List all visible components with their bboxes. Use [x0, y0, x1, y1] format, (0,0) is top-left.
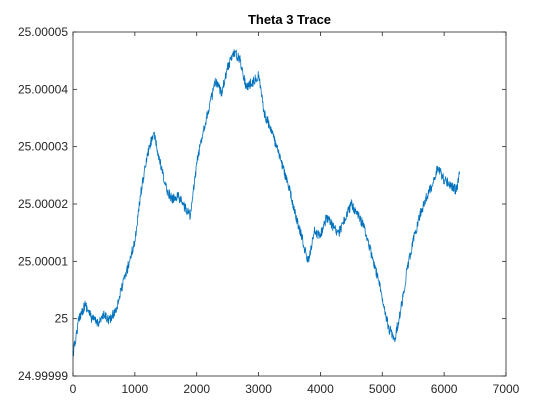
x-tick-label: 0 [70, 382, 77, 396]
y-tick-label: 25 [55, 312, 69, 326]
x-tick-label: 4000 [307, 382, 334, 396]
y-tick-label: 25.00001 [18, 254, 68, 268]
x-tick-label: 6000 [431, 382, 458, 396]
y-tick-label: 25.00005 [18, 25, 68, 39]
y-tick-label: 24.99999 [18, 369, 68, 383]
x-axis: 0 1000 2000 3000 4000 5000 6000 7000 [70, 32, 520, 396]
series-layer [72, 49, 461, 357]
x-tick-label: 7000 [493, 382, 520, 396]
x-tick-label: 5000 [369, 382, 396, 396]
y-axis: 24.99999 25 25.00001 25.00002 25.00003 25.000… [18, 25, 506, 383]
x-tick-label: 3000 [245, 382, 272, 396]
x-tick-label: 1000 [122, 382, 149, 396]
x-tick-label: 2000 [183, 382, 210, 396]
y-tick-label: 25.00002 [18, 197, 68, 211]
series-line [72, 49, 461, 357]
plot-frame [72, 31, 507, 377]
plot-background [73, 32, 506, 376]
y-tick-label: 25.00004 [18, 82, 68, 96]
chart-title: Theta 3 Trace [248, 12, 331, 27]
y-tick-label: 25.00003 [18, 140, 68, 154]
